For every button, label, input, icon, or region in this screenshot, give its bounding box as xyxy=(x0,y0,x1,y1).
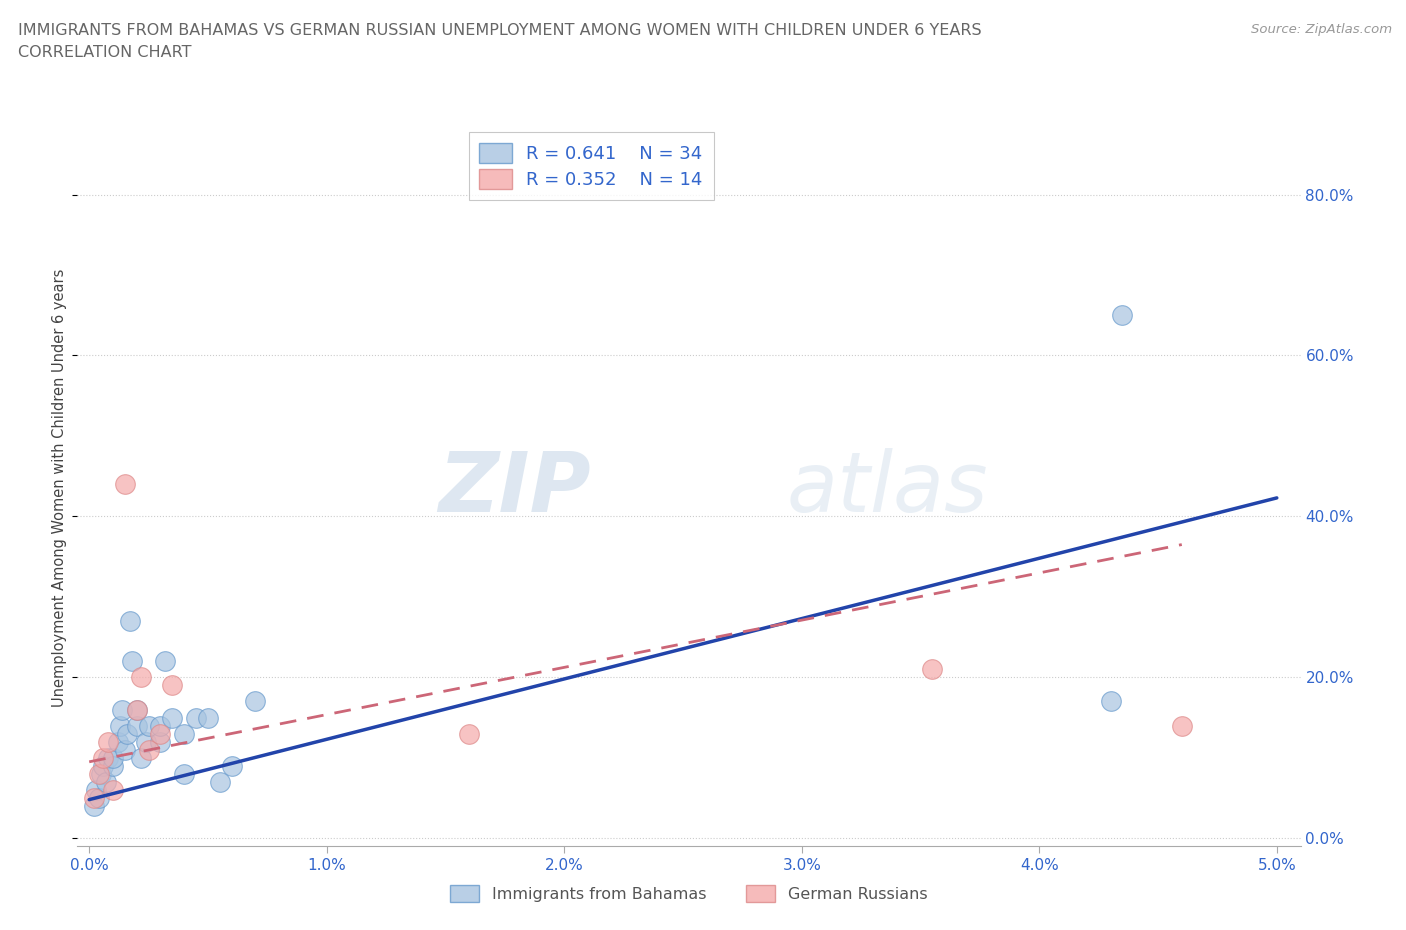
Text: ZIP: ZIP xyxy=(439,447,591,529)
Point xyxy=(108,718,131,733)
Point xyxy=(101,751,124,765)
Point xyxy=(921,662,943,677)
Point xyxy=(1171,718,1194,733)
Point xyxy=(155,654,177,669)
Point xyxy=(131,751,153,765)
Text: Source: ZipAtlas.com: Source: ZipAtlas.com xyxy=(1251,23,1392,36)
Point xyxy=(115,726,138,741)
Text: IMMIGRANTS FROM BAHAMAS VS GERMAN RUSSIAN UNEMPLOYMENT AMONG WOMEN WITH CHILDREN: IMMIGRANTS FROM BAHAMAS VS GERMAN RUSSIA… xyxy=(18,23,981,38)
Point xyxy=(184,711,207,725)
Point xyxy=(107,735,129,750)
Point xyxy=(93,751,115,765)
Point xyxy=(125,718,148,733)
Point xyxy=(173,726,195,741)
Point xyxy=(125,702,148,717)
Point xyxy=(245,694,267,709)
Point xyxy=(97,751,120,765)
Point xyxy=(162,678,184,693)
Point xyxy=(101,782,124,797)
Text: atlas: atlas xyxy=(787,447,988,529)
Point xyxy=(121,654,143,669)
Point xyxy=(111,702,134,717)
Point xyxy=(138,742,160,757)
Point xyxy=(208,775,231,790)
Point xyxy=(83,799,105,814)
Text: CORRELATION CHART: CORRELATION CHART xyxy=(18,45,191,60)
Point xyxy=(173,766,195,781)
Point xyxy=(221,758,243,773)
Point xyxy=(149,726,172,741)
Point xyxy=(97,735,120,750)
Point xyxy=(90,766,112,781)
Point xyxy=(86,782,108,797)
Point xyxy=(135,735,157,750)
Point xyxy=(197,711,219,725)
Point xyxy=(87,790,110,805)
Y-axis label: Unemployment Among Women with Children Under 6 years: Unemployment Among Women with Children U… xyxy=(52,269,66,708)
Point xyxy=(1111,308,1133,323)
Point xyxy=(101,758,124,773)
Point xyxy=(1099,694,1122,709)
Point xyxy=(87,766,110,781)
Point xyxy=(131,670,153,684)
Point xyxy=(93,758,115,773)
Point xyxy=(118,614,141,629)
Point xyxy=(114,477,136,492)
Legend: Immigrants from Bahamas, German Russians: Immigrants from Bahamas, German Russians xyxy=(443,877,935,910)
Point xyxy=(162,711,184,725)
Point xyxy=(138,718,160,733)
Point xyxy=(83,790,105,805)
Point xyxy=(114,742,136,757)
Point xyxy=(125,702,148,717)
Point xyxy=(94,775,117,790)
Point xyxy=(149,735,172,750)
Point xyxy=(149,718,172,733)
Point xyxy=(458,726,481,741)
